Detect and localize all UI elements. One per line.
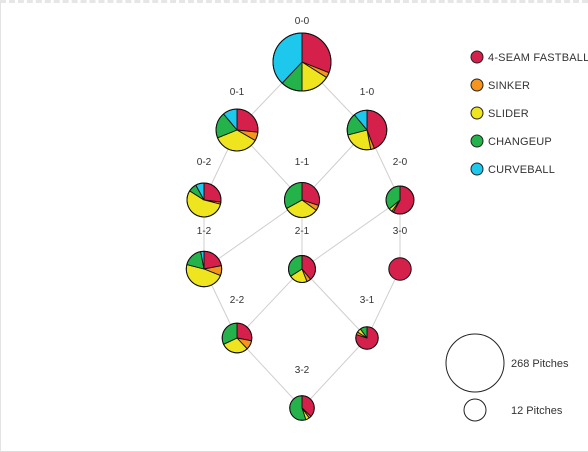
legend-swatch xyxy=(470,78,484,92)
legend-label: SINKER xyxy=(488,80,530,92)
legend-label: SLIDER xyxy=(488,108,529,120)
pie-node-1-2[interactable]: 1-2 xyxy=(185,226,223,288)
count-label-3-0: 3-0 xyxy=(393,226,408,237)
count-pie-nodes: 0-0 0-1 1-0 0-2 1-1 2-0 1-2 2-1 3-0 2-2 3-1 3-2 xyxy=(185,16,415,421)
pie-node-2-1[interactable]: 2-1 xyxy=(288,226,316,283)
legend-item-sinker[interactable]: SINKER xyxy=(470,78,530,92)
count-label-1-1: 1-1 xyxy=(295,157,310,168)
pie-node-3-1[interactable]: 3-1 xyxy=(355,295,379,350)
legend-label: CHANGEUP xyxy=(488,136,552,148)
legend-swatch xyxy=(470,50,484,64)
legend-label: CURVEBALL xyxy=(488,164,555,176)
legend-item-changeup[interactable]: CHANGEUP xyxy=(470,134,552,148)
pie-outline-0-0 xyxy=(272,32,332,92)
size-legend-268-pitches: 268 Pitches xyxy=(445,333,569,393)
count-label-2-2: 2-2 xyxy=(230,295,245,306)
pie-outline-1-0 xyxy=(346,109,388,151)
legend-item-curveball[interactable]: CURVEBALL xyxy=(470,162,555,176)
pie-outline-1-1 xyxy=(283,181,321,219)
legend-swatch xyxy=(470,134,484,148)
pie-node-2-2[interactable]: 2-2 xyxy=(221,295,253,354)
slice-3-0-4-seam-fastball[interactable] xyxy=(388,257,412,281)
pie-outline-2-0 xyxy=(385,185,415,215)
slice-0-2-4-seam-fastball[interactable] xyxy=(203,182,222,203)
pie-node-1-1[interactable]: 1-1 xyxy=(283,157,321,219)
pie-outline-2-2 xyxy=(221,322,253,354)
pitch-size-legend: 268 Pitches 12 Pitches xyxy=(445,333,569,422)
count-label-0-2: 0-2 xyxy=(197,157,212,168)
size-legend-label: 268 Pitches xyxy=(511,358,569,370)
pie-outline-0-2 xyxy=(186,182,222,218)
edge-2-1-to-3-1 xyxy=(301,268,368,339)
legend-swatch xyxy=(470,106,484,120)
count-label-2-1: 2-1 xyxy=(295,226,310,237)
count-label-0-1: 0-1 xyxy=(230,87,245,98)
pie-node-2-0[interactable]: 2-0 xyxy=(385,157,415,215)
pie-node-0-0[interactable]: 0-0 xyxy=(272,16,332,92)
count-label-1-0: 1-0 xyxy=(360,87,375,98)
legend-item-4-seam-fastball[interactable]: 4-SEAM FASTBALL xyxy=(470,50,588,64)
pie-node-3-0[interactable]: 3-0 xyxy=(388,226,412,281)
pie-outline-1-2 xyxy=(185,250,223,288)
pie-node-0-1[interactable]: 0-1 xyxy=(215,87,259,152)
size-legend-label: 12 Pitches xyxy=(511,405,563,417)
size-legend-circle xyxy=(445,333,505,393)
pie-outline-3-2 xyxy=(289,395,315,421)
edge-2-1-to-2-2 xyxy=(236,268,303,339)
pie-node-0-2[interactable]: 0-2 xyxy=(186,157,222,218)
count-label-3-2: 3-2 xyxy=(295,365,310,376)
pie-node-1-0[interactable]: 1-0 xyxy=(346,87,388,151)
pie-node-3-2[interactable]: 3-2 xyxy=(289,365,315,421)
count-label-3-1: 3-1 xyxy=(360,295,375,306)
edge-3-1-to-3-2 xyxy=(301,337,368,409)
count-label-0-0: 0-0 xyxy=(295,16,310,27)
pie-outline-3-1 xyxy=(355,326,379,350)
count-label-2-0: 2-0 xyxy=(393,157,408,168)
edge-1-1-to-1-2 xyxy=(203,199,303,270)
edge-3-0-to-3-1 xyxy=(366,268,401,339)
legend-label: 4-SEAM FASTBALL xyxy=(488,52,588,64)
pie-outline-0-1 xyxy=(215,108,259,152)
legend-swatch xyxy=(470,162,484,176)
pie-outline-2-1 xyxy=(288,255,316,283)
size-legend-12-pitches: 12 Pitches xyxy=(463,398,563,422)
pitch-type-legend: 4-SEAM FASTBALL SINKER SLIDER CHANGEUP CURVE… xyxy=(470,50,588,176)
slice-0-1-4-seam-fastball[interactable] xyxy=(236,108,259,133)
edge-2-0-to-2-1 xyxy=(301,199,401,270)
count-label-1-2: 1-2 xyxy=(197,226,212,237)
edge-2-2-to-3-2 xyxy=(236,337,303,409)
legend-item-slider[interactable]: SLIDER xyxy=(470,106,529,120)
size-legend-circle xyxy=(463,398,487,422)
